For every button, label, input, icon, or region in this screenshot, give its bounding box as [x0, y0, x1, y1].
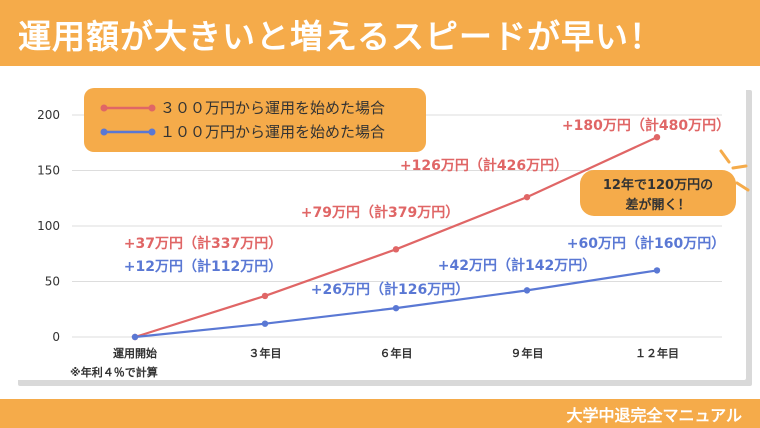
data-label: +126万円（計426万円） [400, 157, 568, 174]
callout-bubble [580, 170, 736, 216]
emphasis-mark [719, 149, 731, 164]
data-point [653, 267, 661, 274]
data-point [523, 287, 531, 294]
data-label: +180万円（計480万円） [562, 117, 730, 134]
callout-line: 差が開く！ [625, 197, 690, 213]
legend-label: ３００万円から運用を始めた場合 [160, 99, 385, 117]
footer-site-name: 大学中退完全マニュアル [566, 406, 742, 425]
legend-marker [100, 104, 108, 112]
footer-bar: 大学中退完全マニュアル [0, 399, 760, 428]
series-line [134, 269, 658, 339]
x-tick-label: ９年目 [511, 346, 544, 360]
data-point [261, 320, 269, 327]
callout-line: 12年で120万円の [603, 177, 713, 193]
data-point [392, 304, 400, 312]
page-title: 運用額が大きいと増えるスピードが早い！ [18, 17, 664, 56]
legend-marker [148, 104, 156, 112]
y-tick-label: 100 [37, 219, 60, 233]
data-point [261, 292, 269, 300]
legend-label: １００万円から運用を始めた場合 [160, 123, 385, 141]
data-point [131, 333, 139, 341]
calc-note: ※年利４％で計算 [70, 365, 158, 379]
legend-marker [148, 128, 156, 136]
x-tick-label: ３年目 [249, 346, 282, 360]
y-tick-label: 200 [37, 108, 60, 122]
x-tick-label: 運用開始 [113, 346, 157, 360]
y-tick-label: 50 [45, 275, 60, 289]
data-label: +60万円（計160万円） [567, 235, 725, 252]
y-tick-label: 150 [37, 164, 60, 178]
data-point [523, 193, 531, 201]
legend-marker [100, 128, 108, 136]
data-label: +12万円（計112万円） [124, 258, 282, 275]
data-point [392, 246, 400, 253]
title-bar: 運用額が大きいと増えるスピードが早い！ [0, 0, 760, 66]
data-point [653, 134, 661, 141]
emphasis-mark [731, 164, 748, 170]
data-label: +79万円（計379万円） [301, 204, 459, 221]
y-tick-label: 0 [52, 330, 60, 344]
data-label: +42万円（計142万円） [438, 257, 596, 274]
x-tick-label: １２年目 [635, 346, 679, 360]
data-label: +37万円（計337万円） [124, 235, 282, 252]
legend-box [84, 88, 426, 152]
data-label: +26万円（計126万円） [311, 281, 469, 298]
x-tick-label: ６年目 [380, 346, 413, 360]
emphasis-mark [735, 181, 750, 192]
